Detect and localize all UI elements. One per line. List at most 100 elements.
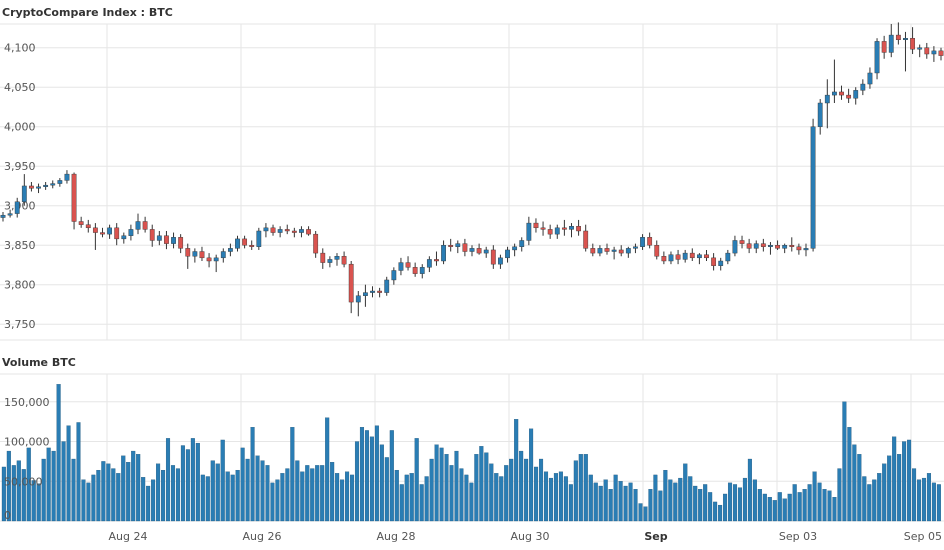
volume-bar: [504, 465, 509, 522]
volume-bar: [300, 471, 305, 522]
candle-body: [832, 91, 837, 96]
volume-bar: [693, 485, 698, 522]
volume-bar: [354, 441, 360, 522]
candlesticks: [0, 22, 944, 317]
volume-bar: [872, 479, 877, 522]
candle-body: [561, 227, 567, 230]
volume-bar: [842, 401, 847, 522]
volume-bar: [812, 471, 817, 522]
volume-bar: [608, 489, 613, 522]
candle-body: [206, 257, 212, 262]
volume-bar: [723, 493, 728, 522]
volume-bar: [529, 428, 534, 522]
candle-body: [185, 248, 191, 257]
volume-bar: [349, 474, 355, 522]
volume-bar: [936, 484, 941, 522]
candle-body: [647, 237, 653, 246]
volume-bar: [613, 474, 618, 522]
volume-bar: [240, 447, 245, 522]
volume-bar: [643, 506, 648, 522]
volume-y-tick-label: 50,000: [4, 475, 43, 488]
candle-body: [434, 259, 439, 262]
volume-bar: [434, 444, 439, 522]
volume-bar: [633, 489, 638, 522]
volume-bar: [767, 497, 772, 522]
candle-body: [128, 229, 134, 236]
volume-bar: [847, 427, 852, 522]
price-y-tick-label: 4,100: [4, 42, 36, 55]
volume-bar: [543, 471, 549, 522]
volume-bar: [449, 465, 454, 522]
candle-body: [21, 185, 27, 202]
candle-body: [355, 295, 361, 303]
candle-body: [100, 232, 105, 235]
volume-bar: [374, 425, 379, 522]
volume-bar: [837, 468, 842, 522]
candle-body: [746, 243, 752, 249]
volume-bar: [653, 474, 658, 522]
candle-body: [732, 240, 738, 254]
candle-body: [547, 229, 553, 235]
candle-body: [824, 94, 830, 104]
volume-y-tick-label: 0: [4, 509, 11, 522]
volume-bar: [6, 450, 11, 522]
volume-bar: [484, 452, 489, 522]
volume-bar: [673, 482, 678, 522]
volume-bar: [255, 455, 260, 522]
volume-bar: [857, 454, 862, 522]
volume-bar: [737, 487, 743, 522]
volume-chart-title: Volume BTC: [2, 356, 76, 369]
volume-bar: [931, 482, 936, 522]
volume-bar: [583, 454, 588, 522]
volume-bar: [563, 476, 568, 522]
candle-body: [142, 221, 148, 230]
volume-bar: [892, 436, 897, 522]
volume-bar: [315, 465, 320, 522]
volume-bar: [175, 468, 180, 522]
candle-body: [633, 246, 638, 249]
price-y-tick-label: 3,750: [4, 318, 36, 331]
candle-body: [867, 72, 873, 85]
volume-panel: Volume BTC 0 50,000 100,000 150,000: [0, 356, 944, 522]
candle-body: [43, 184, 49, 187]
volume-y-axis-ticks: 0 50,000 100,000 150,000: [4, 396, 50, 522]
candle-body: [178, 237, 184, 249]
volume-bar: [658, 490, 663, 522]
candle-body: [817, 102, 823, 127]
volume-bar: [310, 468, 315, 522]
volume-bar: [727, 482, 733, 522]
volume-bar: [369, 436, 374, 522]
volume-bar: [335, 473, 340, 522]
candle-body: [313, 233, 319, 254]
volume-bar: [359, 427, 365, 522]
volume-bar: [146, 485, 151, 522]
volume-bar: [822, 489, 827, 522]
volume-bar: [628, 482, 633, 522]
candle-body: [611, 249, 617, 252]
candle-body: [483, 249, 489, 254]
candle-body: [227, 248, 233, 252]
candle-body: [36, 186, 41, 189]
volume-bar: [36, 483, 41, 522]
candle-body: [526, 222, 532, 241]
price-y-tick-label: 3,950: [4, 160, 36, 173]
candle-body: [682, 252, 688, 260]
volume-bar: [56, 384, 61, 522]
candle-body: [654, 244, 660, 257]
candle-body: [768, 244, 773, 247]
volume-bar: [519, 450, 524, 522]
candle-body: [753, 243, 759, 249]
candle-body: [441, 244, 446, 262]
candle-body: [789, 244, 795, 247]
volume-bar: [499, 476, 504, 522]
volume-bar: [618, 481, 623, 522]
volume-bar: [409, 473, 414, 522]
volume-bar: [205, 476, 210, 522]
candle-body: [149, 229, 155, 241]
volume-bar: [424, 476, 429, 522]
price-y-tick-label: 3,800: [4, 279, 36, 292]
volume-bar: [926, 473, 932, 522]
candle-body: [455, 243, 461, 247]
volume-bar: [185, 449, 190, 522]
volume-bar: [91, 474, 96, 522]
